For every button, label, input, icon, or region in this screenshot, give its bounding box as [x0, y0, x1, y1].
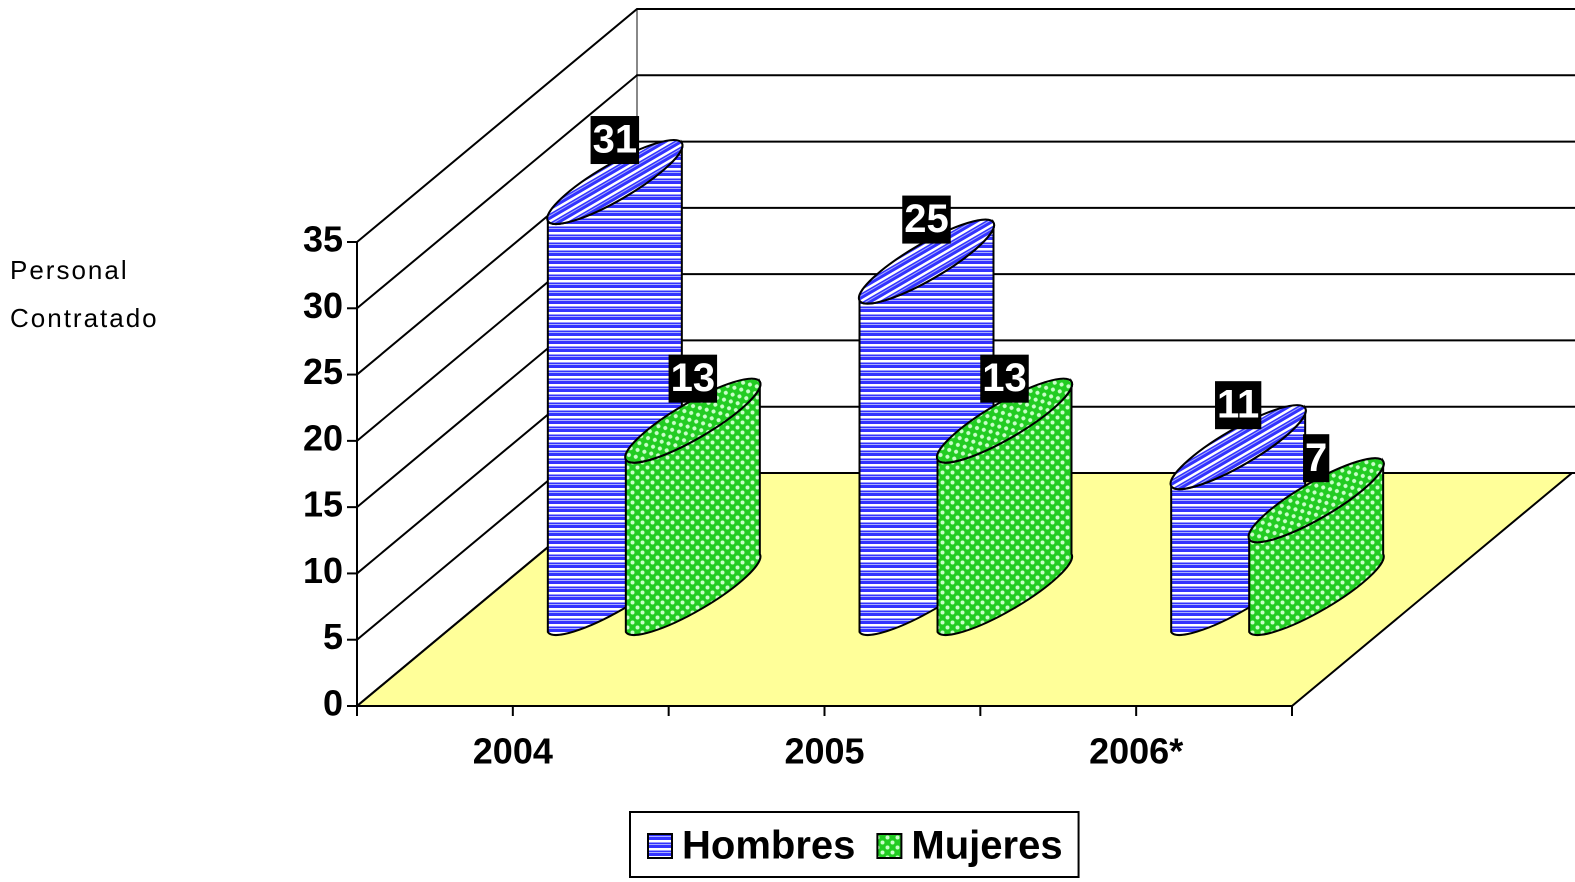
y-tick-label: 5	[323, 616, 343, 657]
y-tick-label: 0	[323, 683, 343, 724]
bar	[1247, 457, 1385, 636]
bar	[935, 377, 1074, 636]
value-label-bg	[1215, 381, 1262, 430]
y-tick-label: 10	[303, 550, 343, 591]
legend-label: Hombres	[682, 824, 855, 868]
y-tick-label: 20	[303, 417, 343, 458]
value-label: 13	[982, 356, 1027, 400]
value-label: 25	[904, 197, 949, 241]
y-tick-label: 30	[303, 285, 343, 326]
value-label-bg	[1303, 434, 1330, 483]
cylinder-top	[624, 377, 762, 464]
grid-line	[356, 74, 1575, 310]
x-tick-label: 2005	[784, 731, 864, 772]
y-tick-label: 35	[303, 219, 343, 260]
value-label-bg	[590, 116, 640, 165]
value-label: 7	[1305, 436, 1327, 480]
value-label: 13	[671, 356, 716, 400]
value-label: 31	[593, 118, 638, 162]
cylinder-top	[1169, 404, 1307, 491]
cylinder-top	[935, 377, 1074, 464]
cylinder-top	[857, 218, 996, 305]
value-label-bg	[902, 195, 951, 244]
y-tick-label: 25	[303, 351, 343, 392]
value-label: 11	[1217, 383, 1259, 427]
legend-swatch	[647, 833, 673, 859]
value-label-bg	[980, 354, 1029, 403]
value-label-bg	[668, 354, 718, 403]
y-tick-label: 15	[303, 484, 343, 525]
legend: Hombres Mujeres	[629, 811, 1080, 878]
x-tick-label: 2004	[473, 731, 553, 772]
bar	[624, 377, 762, 636]
x-tick-label: 2006*	[1089, 731, 1183, 772]
legend-swatch	[876, 833, 903, 859]
legend-label: Mujeres	[911, 824, 1062, 868]
cylinder-top	[1247, 457, 1385, 544]
legend-box	[629, 811, 1080, 878]
cylinder-top	[546, 139, 684, 226]
grid-line	[356, 8, 1575, 243]
y-axis-label: Personal Contratado	[10, 255, 159, 333]
